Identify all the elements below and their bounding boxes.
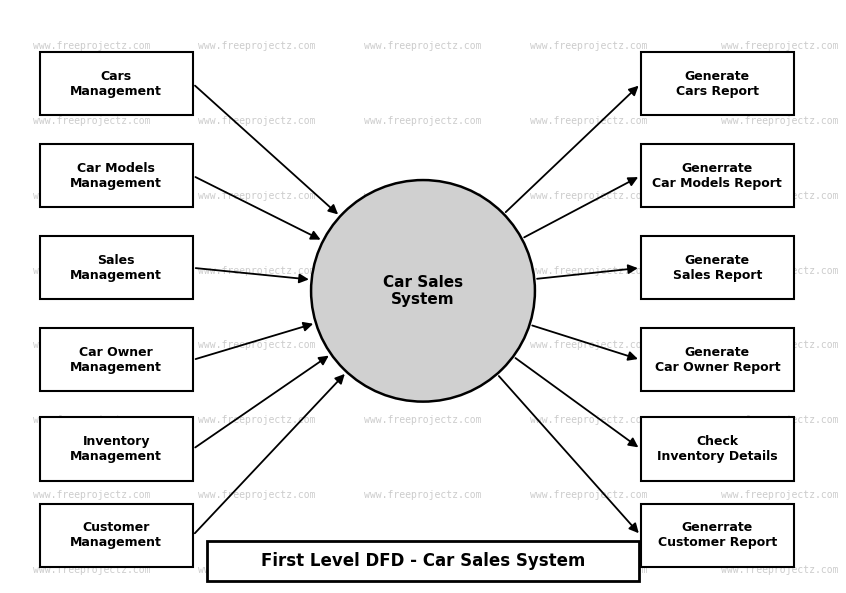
Text: www.freeprojectz.com: www.freeprojectz.com (721, 415, 838, 425)
Text: www.freeprojectz.com: www.freeprojectz.com (199, 490, 316, 500)
Text: www.freeprojectz.com: www.freeprojectz.com (365, 340, 481, 350)
FancyBboxPatch shape (640, 52, 794, 116)
Text: www.freeprojectz.com: www.freeprojectz.com (33, 340, 150, 350)
Text: Car Sales
System: Car Sales System (383, 275, 463, 307)
Text: www.freeprojectz.com: www.freeprojectz.com (721, 42, 838, 52)
Text: www.freeprojectz.com: www.freeprojectz.com (365, 42, 481, 52)
Text: Generate
Cars Report: Generate Cars Report (676, 70, 759, 98)
Text: www.freeprojectz.com: www.freeprojectz.com (721, 191, 838, 201)
Text: www.freeprojectz.com: www.freeprojectz.com (199, 116, 316, 126)
Text: www.freeprojectz.com: www.freeprojectz.com (365, 116, 481, 126)
Text: www.freeprojectz.com: www.freeprojectz.com (199, 415, 316, 425)
Text: Car Owner
Management: Car Owner Management (70, 346, 162, 374)
Text: Inventory
Management: Inventory Management (70, 435, 162, 463)
FancyBboxPatch shape (40, 503, 193, 567)
Text: www.freeprojectz.com: www.freeprojectz.com (365, 415, 481, 425)
Text: www.freeprojectz.com: www.freeprojectz.com (33, 116, 150, 126)
FancyBboxPatch shape (40, 144, 193, 208)
Text: Generrate
Car Models Report: Generrate Car Models Report (652, 162, 783, 190)
Text: Generrate
Customer Report: Generrate Customer Report (657, 521, 777, 549)
Text: www.freeprojectz.com: www.freeprojectz.com (721, 266, 838, 276)
Text: Sales
Management: Sales Management (70, 254, 162, 282)
Text: www.freeprojectz.com: www.freeprojectz.com (530, 415, 647, 425)
Text: Car Models
Management: Car Models Management (70, 162, 162, 190)
FancyBboxPatch shape (40, 236, 193, 299)
FancyBboxPatch shape (640, 144, 794, 208)
FancyBboxPatch shape (640, 503, 794, 567)
Text: www.freeprojectz.com: www.freeprojectz.com (199, 191, 316, 201)
FancyBboxPatch shape (640, 328, 794, 391)
FancyBboxPatch shape (207, 541, 639, 581)
Text: www.freeprojectz.com: www.freeprojectz.com (530, 340, 647, 350)
Text: www.freeprojectz.com: www.freeprojectz.com (530, 116, 647, 126)
FancyBboxPatch shape (40, 52, 193, 116)
Text: www.freeprojectz.com: www.freeprojectz.com (33, 565, 150, 575)
Text: www.freeprojectz.com: www.freeprojectz.com (530, 42, 647, 52)
Text: Customer
Management: Customer Management (70, 521, 162, 549)
Text: Generate
Sales Report: Generate Sales Report (673, 254, 762, 282)
Text: www.freeprojectz.com: www.freeprojectz.com (721, 340, 838, 350)
Text: www.freeprojectz.com: www.freeprojectz.com (365, 266, 481, 276)
Text: Generate
Car Owner Report: Generate Car Owner Report (655, 346, 780, 374)
Text: www.freeprojectz.com: www.freeprojectz.com (33, 191, 150, 201)
Text: www.freeprojectz.com: www.freeprojectz.com (365, 565, 481, 575)
Text: www.freeprojectz.com: www.freeprojectz.com (33, 415, 150, 425)
Text: www.freeprojectz.com: www.freeprojectz.com (721, 116, 838, 126)
FancyBboxPatch shape (40, 417, 193, 481)
Text: www.freeprojectz.com: www.freeprojectz.com (199, 565, 316, 575)
Text: www.freeprojectz.com: www.freeprojectz.com (199, 42, 316, 52)
FancyBboxPatch shape (40, 328, 193, 391)
Text: www.freeprojectz.com: www.freeprojectz.com (530, 191, 647, 201)
Text: www.freeprojectz.com: www.freeprojectz.com (33, 266, 150, 276)
FancyBboxPatch shape (640, 417, 794, 481)
Ellipse shape (311, 180, 535, 401)
Text: www.freeprojectz.com: www.freeprojectz.com (530, 490, 647, 500)
Text: www.freeprojectz.com: www.freeprojectz.com (721, 565, 838, 575)
Text: Cars
Management: Cars Management (70, 70, 162, 98)
Text: First Level DFD - Car Sales System: First Level DFD - Car Sales System (261, 552, 585, 570)
FancyBboxPatch shape (640, 236, 794, 299)
Text: www.freeprojectz.com: www.freeprojectz.com (33, 42, 150, 52)
Text: www.freeprojectz.com: www.freeprojectz.com (199, 266, 316, 276)
Text: www.freeprojectz.com: www.freeprojectz.com (365, 490, 481, 500)
Text: www.freeprojectz.com: www.freeprojectz.com (721, 490, 838, 500)
Text: www.freeprojectz.com: www.freeprojectz.com (199, 340, 316, 350)
Text: www.freeprojectz.com: www.freeprojectz.com (530, 565, 647, 575)
Text: www.freeprojectz.com: www.freeprojectz.com (530, 266, 647, 276)
Text: www.freeprojectz.com: www.freeprojectz.com (33, 490, 150, 500)
Text: www.freeprojectz.com: www.freeprojectz.com (365, 191, 481, 201)
Text: Check
Inventory Details: Check Inventory Details (657, 435, 777, 463)
